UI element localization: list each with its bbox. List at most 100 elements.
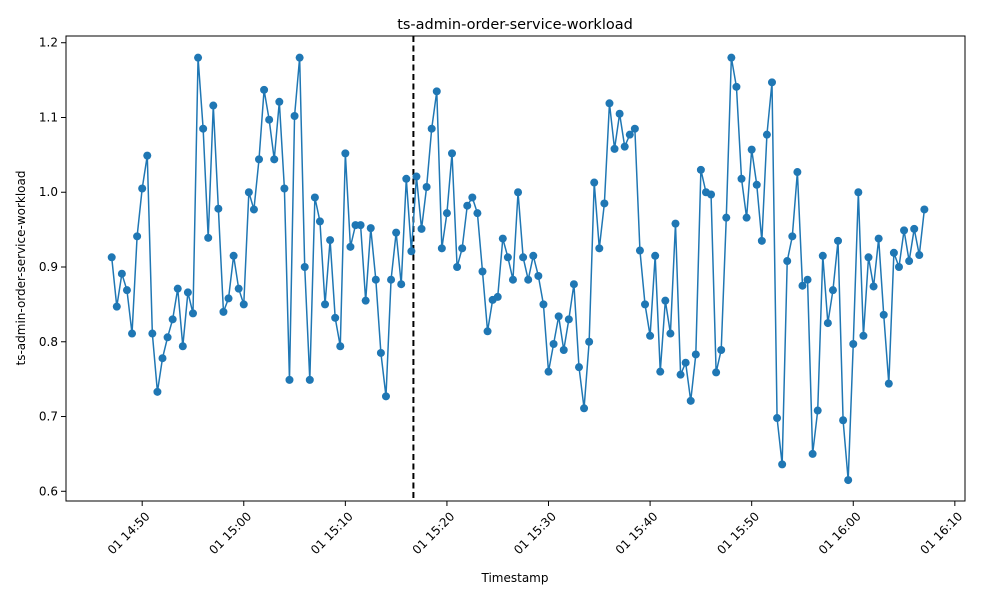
data-point (300, 263, 309, 271)
x-tick-label: 01 14:50 (105, 509, 153, 557)
data-point (590, 178, 599, 187)
data-point (894, 263, 903, 271)
data-point (280, 184, 289, 193)
data-point (209, 101, 218, 110)
y-tick-label: 0.8 (39, 335, 58, 349)
data-point (869, 282, 878, 291)
data-point (712, 368, 721, 377)
data-point (656, 367, 665, 376)
data-point (412, 172, 421, 181)
data-point (503, 253, 512, 262)
data-point (468, 193, 477, 202)
data-point (859, 331, 868, 340)
data-point (691, 350, 700, 359)
data-point (767, 78, 776, 87)
data-point (275, 97, 284, 106)
data-point (427, 124, 436, 133)
data-point (818, 251, 827, 260)
data-point (625, 130, 634, 139)
data-point (148, 329, 157, 338)
data-point (107, 253, 116, 262)
data-point (722, 213, 731, 222)
data-point (204, 233, 213, 242)
data-point (432, 87, 441, 96)
data-point (905, 257, 914, 266)
x-tick-label: 01 15:10 (308, 509, 356, 557)
y-tick-label: 1.1 (39, 110, 58, 124)
data-point (864, 253, 873, 262)
x-axis: 01 14:50 01 15:00 01 15:10 01 15:20 01 15:30… (105, 501, 965, 557)
data-point (265, 115, 274, 124)
data-point (138, 184, 147, 193)
data-point (610, 144, 619, 153)
data-point (900, 226, 909, 235)
data-point (884, 379, 893, 388)
data-point (321, 300, 330, 309)
data-point (249, 205, 258, 214)
data-point (122, 286, 131, 295)
data-point (188, 309, 197, 318)
data-point (803, 275, 812, 284)
data-point (310, 193, 319, 202)
data-point (635, 246, 644, 255)
data-point (778, 460, 787, 469)
data-point (473, 209, 482, 218)
data-point (879, 310, 888, 319)
x-tick-label: 01 15:00 (206, 509, 254, 557)
data-point (757, 236, 766, 245)
data-point (417, 224, 426, 233)
data-point (524, 275, 533, 284)
data-point (661, 296, 670, 305)
data-point (686, 396, 695, 405)
data-point (346, 242, 355, 251)
data-point (315, 217, 324, 226)
data-point (580, 404, 589, 413)
data-point (564, 315, 573, 324)
data-point (422, 183, 431, 192)
data-point (559, 345, 568, 354)
data-point (717, 345, 726, 354)
data-point (793, 168, 802, 177)
data-point (290, 111, 299, 120)
data-point (620, 142, 629, 151)
data-point (834, 236, 843, 245)
data-point (478, 267, 487, 276)
data-point (128, 329, 137, 338)
data-point (519, 253, 528, 262)
data-point (752, 180, 761, 189)
data-point (651, 251, 660, 260)
data-point (448, 149, 457, 158)
data-point (889, 248, 898, 257)
data-point (920, 205, 929, 214)
data-point (549, 340, 558, 349)
data-point (199, 124, 208, 133)
data-point (666, 329, 675, 338)
data-point (844, 476, 853, 485)
data-point (361, 296, 370, 305)
data-point (854, 188, 863, 197)
x-tick-label: 01 15:30 (511, 509, 559, 557)
data-point (270, 155, 279, 164)
data-point (544, 367, 553, 376)
x-tick-label: 01 16:00 (816, 509, 864, 557)
data-point (341, 149, 350, 158)
data-point (798, 281, 807, 290)
x-axis-label: Timestamp (481, 571, 549, 585)
data-point (224, 294, 233, 303)
data-point (508, 275, 517, 284)
data-point (742, 213, 751, 222)
plot-area (107, 36, 929, 501)
data-point (458, 244, 467, 253)
data-point (356, 221, 365, 230)
data-point (681, 358, 690, 367)
data-point (585, 337, 594, 346)
data-point (707, 190, 716, 199)
data-point (514, 188, 523, 197)
x-tick-label: 01 15:50 (714, 509, 762, 557)
data-point (534, 271, 543, 280)
data-point (641, 300, 650, 309)
data-point (676, 370, 685, 379)
data-point (255, 155, 264, 164)
data-point (574, 363, 583, 372)
